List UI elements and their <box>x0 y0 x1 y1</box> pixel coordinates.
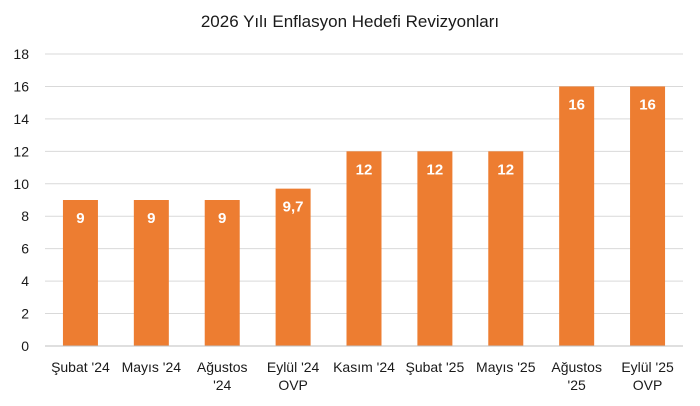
bar <box>275 188 311 346</box>
bar <box>204 200 240 346</box>
x-tick-label: Şubat '25 <box>406 359 465 375</box>
x-tick-label: Eylül '24 OVP <box>267 359 320 393</box>
data-label: 12 <box>427 161 444 178</box>
bar <box>630 86 666 346</box>
bar <box>488 151 524 346</box>
bar <box>62 200 98 346</box>
x-tick-label-line: '24 <box>213 377 231 393</box>
x-tick-label: Mayıs '25 <box>476 359 536 375</box>
data-label: 16 <box>639 96 656 113</box>
x-tick-label-line: Eylül '25 <box>621 359 674 375</box>
x-tick-label: Şubat '24 <box>51 359 110 375</box>
bar <box>559 86 595 346</box>
x-axis-tick-labels: Şubat '24 Mayıs '24 Ağustos '24 Eylül '24 OVP… <box>51 359 674 393</box>
x-tick-label-line: Eylül '24 <box>267 359 320 375</box>
x-tick-label: Mayıs '24 <box>122 359 182 375</box>
y-tick-label: 6 <box>21 241 29 257</box>
x-tick-label: Ağustos '24 <box>197 359 248 393</box>
y-tick-label: 10 <box>13 176 29 192</box>
data-label: 9 <box>76 210 84 227</box>
x-tick-label: Kasım '24 <box>333 359 395 375</box>
data-label: 9 <box>218 210 226 227</box>
bar <box>133 200 169 346</box>
data-label: 12 <box>356 161 373 178</box>
y-tick-label: 0 <box>21 338 29 354</box>
data-label: 16 <box>568 96 585 113</box>
y-tick-label: 8 <box>21 208 29 224</box>
bars <box>62 86 666 346</box>
y-tick-label: 4 <box>21 273 29 289</box>
data-labels: 9 9 9 9,7 12 12 12 16 16 <box>76 96 656 227</box>
x-tick-label-line: '25 <box>568 377 586 393</box>
bar <box>417 151 453 346</box>
x-tick-label-line: OVP <box>633 377 663 393</box>
x-tick-label-line: Mayıs '24 <box>122 359 182 375</box>
y-axis-tick-labels: 0 2 4 6 8 10 12 14 16 18 <box>13 46 29 354</box>
y-tick-label: 12 <box>13 143 29 159</box>
x-tick-label-line: OVP <box>278 377 308 393</box>
x-tick-label-line: Ağustos <box>551 359 602 375</box>
x-tick-label-line: Şubat '24 <box>51 359 110 375</box>
x-tick-label-line: Mayıs '25 <box>476 359 536 375</box>
bar <box>346 151 382 346</box>
y-tick-label: 2 <box>21 306 29 322</box>
data-label: 9,7 <box>283 199 304 216</box>
x-tick-label-line: Kasım '24 <box>333 359 395 375</box>
x-tick-label: Ağustos '25 <box>551 359 602 393</box>
x-tick-label-line: Şubat '25 <box>406 359 465 375</box>
x-tick-label-line: Ağustos <box>197 359 248 375</box>
y-tick-label: 14 <box>13 111 29 127</box>
data-label: 12 <box>497 161 514 178</box>
data-label: 9 <box>147 210 155 227</box>
x-tick-label: Eylül '25 OVP <box>621 359 674 393</box>
y-tick-label: 18 <box>13 46 29 62</box>
y-tick-label: 16 <box>13 78 29 94</box>
chart-title: 2026 Yılı Enflasyon Hedefi Revizyonları <box>201 12 499 31</box>
